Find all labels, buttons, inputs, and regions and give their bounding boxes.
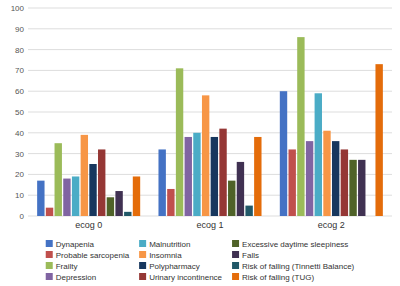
- y-tick-label: 70: [15, 66, 24, 75]
- legend-item: Falls: [232, 251, 259, 260]
- legend-swatch: [232, 262, 239, 269]
- legend-swatch: [139, 240, 146, 247]
- bar: [289, 149, 296, 216]
- bar: [332, 141, 339, 216]
- legend-item: Malnutrition: [139, 240, 190, 249]
- legend-item: Frailty: [46, 262, 78, 271]
- bar: [176, 68, 183, 216]
- bar: [349, 160, 356, 216]
- legend-item: Insomnia: [139, 251, 182, 260]
- legend: Dynapenia Probable sarcopenia Frailty Depre…: [46, 240, 355, 282]
- bar: [315, 93, 322, 216]
- y-tick-label: 60: [15, 87, 24, 96]
- bar: [63, 179, 70, 216]
- grid-line: [28, 49, 392, 50]
- legend-label: Dynapenia: [56, 240, 95, 249]
- y-tick-label: 0: [20, 212, 25, 221]
- bar: [306, 141, 313, 216]
- legend-item: Risk of falling (Tinnetti Balance): [232, 262, 355, 271]
- y-axis: 0 10 20 30 40 50 60 70 80 90 100: [11, 4, 392, 221]
- grid-line: [28, 8, 392, 9]
- legend-item: Urinary incontinence: [139, 273, 222, 282]
- x-tick-label: ecog 0: [75, 220, 102, 230]
- bar: [115, 191, 122, 216]
- grid-line: [28, 28, 392, 29]
- bar: [81, 135, 88, 216]
- bar: [89, 164, 96, 216]
- grid-line: [28, 112, 392, 113]
- legend-swatch: [232, 240, 239, 247]
- bar: [124, 212, 131, 216]
- bar: [37, 181, 44, 216]
- bar: [237, 162, 244, 216]
- legend-label: Excessive daytime sleepiness: [242, 240, 348, 249]
- legend-swatch: [46, 240, 53, 247]
- legend-label: Malnutrition: [149, 240, 190, 249]
- legend-swatch: [46, 273, 53, 280]
- legend-label: Falls: [242, 251, 259, 260]
- grid-line: [28, 91, 392, 92]
- bar: [202, 95, 209, 216]
- chart: Dynapenia Probable sarcopenia Frailty Depre…: [0, 0, 400, 286]
- bar: [167, 189, 174, 216]
- legend-label: Probable sarcopenia: [56, 251, 130, 260]
- legend-label: Risk of falling (Tinnetti Balance): [242, 262, 355, 271]
- bar: [228, 181, 235, 216]
- y-tick-label: 40: [15, 129, 24, 138]
- y-tick-label: 10: [15, 191, 24, 200]
- bar: [358, 160, 365, 216]
- legend-swatch: [139, 262, 146, 269]
- legend-swatch: [46, 262, 53, 269]
- x-tick-label: ecog 1: [196, 220, 223, 230]
- grid-line: [28, 132, 392, 133]
- legend-label: Insomnia: [149, 251, 182, 260]
- bar: [55, 143, 62, 216]
- x-axis: ecog 0 ecog 1 ecog 2: [75, 220, 345, 230]
- legend-swatch: [232, 251, 239, 258]
- grid-line: [28, 70, 392, 71]
- bar: [107, 197, 114, 216]
- legend-swatch: [46, 251, 53, 258]
- y-tick-label: 30: [15, 150, 24, 159]
- legend-label: Polypharmacy: [149, 262, 200, 271]
- legend-item: Risk of falling (TUG): [232, 273, 314, 282]
- bar: [341, 149, 348, 216]
- legend-item: Polypharmacy: [139, 262, 200, 271]
- y-tick-label: 50: [15, 108, 24, 117]
- x-tick-label: ecog 2: [318, 220, 345, 230]
- bar: [297, 37, 304, 216]
- legend-label: Risk of falling (TUG): [242, 273, 314, 282]
- bar: [46, 208, 53, 216]
- legend-item: Probable sarcopenia: [46, 251, 130, 260]
- legend-item: Depression: [46, 273, 96, 282]
- legend-swatch: [232, 273, 239, 280]
- bar: [254, 137, 261, 216]
- bar: [98, 149, 105, 216]
- bar: [72, 176, 79, 216]
- y-tick-label: 80: [15, 46, 24, 55]
- y-tick-label: 100: [11, 4, 25, 13]
- bar: [219, 129, 226, 216]
- legend-item: Excessive daytime sleepiness: [232, 240, 348, 249]
- legend-label: Depression: [56, 273, 96, 282]
- y-tick-label: 20: [15, 170, 24, 179]
- legend-item: Dynapenia: [46, 240, 95, 249]
- bar: [158, 149, 165, 216]
- bar: [280, 91, 287, 216]
- legend-label: Frailty: [56, 262, 78, 271]
- y-tick-label: 90: [15, 25, 24, 34]
- bar: [211, 137, 218, 216]
- bar: [245, 206, 252, 216]
- bar: [185, 137, 192, 216]
- legend-swatch: [139, 251, 146, 258]
- bar: [375, 64, 382, 216]
- legend-label: Urinary incontinence: [149, 273, 222, 282]
- bar: [323, 131, 330, 216]
- legend-swatch: [139, 273, 146, 280]
- bar: [367, 216, 374, 217]
- bars: [37, 37, 383, 216]
- bar: [133, 176, 140, 216]
- bar: [193, 133, 200, 216]
